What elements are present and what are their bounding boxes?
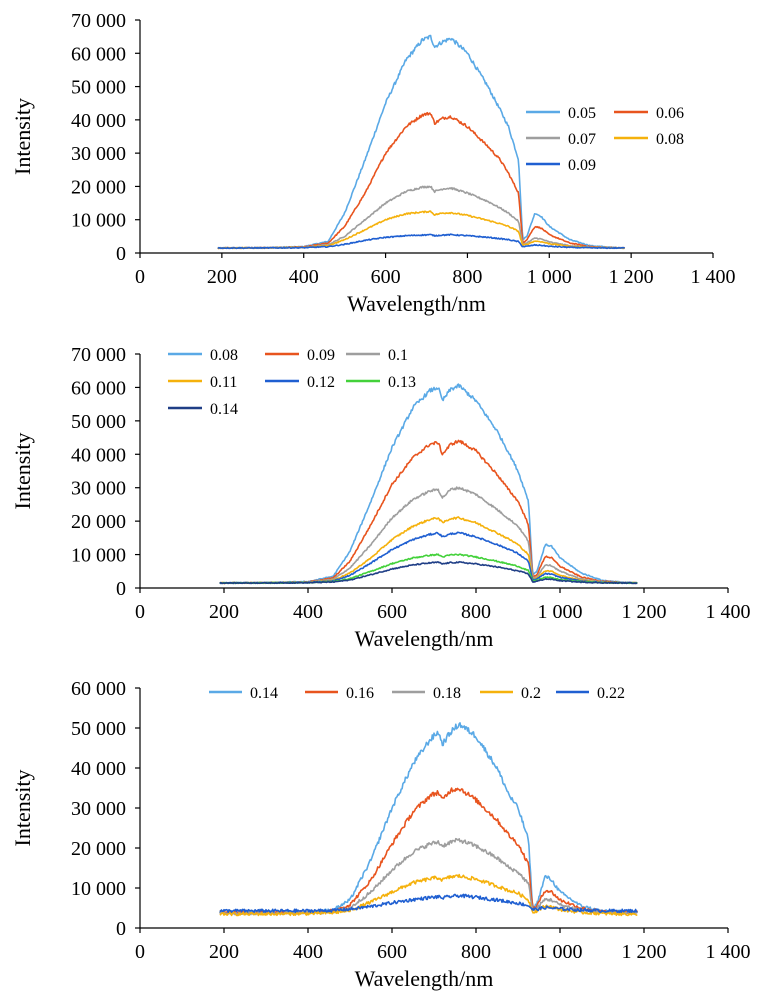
x-tick-label: 1 400 xyxy=(706,941,751,963)
y-tick-label: 10 000 xyxy=(71,878,126,900)
x-tick-label: 200 xyxy=(209,601,239,623)
x-tick-label: 0 xyxy=(135,601,145,623)
legend-label-0.1: 0.1 xyxy=(388,347,408,364)
y-axis-label: Intensity xyxy=(10,770,35,847)
series-line-0.06 xyxy=(217,111,626,250)
legend: 0.14 0.16 0.18 0.2 0.22 xyxy=(209,685,625,702)
y-tick-label: 70 000 xyxy=(71,344,126,366)
x-tick-label: 1 000 xyxy=(538,601,583,623)
y-tick-label: 0 xyxy=(116,918,126,940)
y-tick-label: 40 000 xyxy=(71,758,126,780)
y-axis-label: Intensity xyxy=(10,98,35,175)
x-tick-label: 1 000 xyxy=(538,941,583,963)
y-axis-label: Intensity xyxy=(10,433,35,510)
series-line-0.08 xyxy=(217,210,626,250)
chart-panel-1: 0 200 400 600 800 1 000 1 200 1 400 0 10 000 20 00… xyxy=(10,10,736,316)
x-tick-label: 1 400 xyxy=(706,601,751,623)
legend-label-0.13: 0.13 xyxy=(388,374,416,391)
y-tick-label: 50 000 xyxy=(71,411,126,433)
legend-label-0.11: 0.11 xyxy=(210,374,237,391)
x-tick-label: 800 xyxy=(461,941,491,963)
y-tick-label: 0 xyxy=(116,578,126,600)
x-tick-label: 200 xyxy=(209,941,239,963)
legend-label-0.06: 0.06 xyxy=(656,105,684,122)
y-tick-label: 60 000 xyxy=(71,43,126,65)
y-tick-label: 40 000 xyxy=(71,444,126,466)
legend-label-0.05: 0.05 xyxy=(568,105,596,122)
legend-label-0.12: 0.12 xyxy=(307,374,335,391)
series-line-0.14 xyxy=(219,560,638,585)
legend-label-0.09: 0.09 xyxy=(568,157,596,174)
x-tick-label: 1 400 xyxy=(691,266,736,288)
x-tick-label: 1 200 xyxy=(622,941,667,963)
x-tick-label: 400 xyxy=(293,941,323,963)
x-tick-label: 600 xyxy=(377,601,407,623)
series-line-0.2 xyxy=(219,873,638,917)
x-axis-label: Wavelength/nm xyxy=(355,966,494,991)
legend: 0.08 0.09 0.1 0.11 0.12 0.13 0.14 xyxy=(168,347,416,418)
series-line-0.08 xyxy=(219,383,638,585)
y-tick-label: 50 000 xyxy=(71,77,126,99)
legend-label-0.14: 0.14 xyxy=(210,401,238,418)
y-tick-label: 10 000 xyxy=(71,210,126,232)
y-tick-label: 70 000 xyxy=(71,10,126,32)
series-line-0.07 xyxy=(217,185,625,250)
series-line-0.16 xyxy=(219,787,639,915)
legend-label-0.2: 0.2 xyxy=(521,685,541,702)
series-line-0.09 xyxy=(217,233,626,250)
y-tick-label: 30 000 xyxy=(71,478,126,500)
y-tick-label: 60 000 xyxy=(71,678,126,700)
series-line-0.18 xyxy=(219,837,638,916)
x-axis-label: Wavelength/nm xyxy=(355,626,494,651)
x-tick-label: 800 xyxy=(452,266,482,288)
x-tick-label: 400 xyxy=(293,601,323,623)
legend-label-0.18: 0.18 xyxy=(433,685,461,702)
series-line-0.22 xyxy=(219,893,638,914)
series-line-0.05 xyxy=(217,34,626,250)
x-tick-label: 0 xyxy=(135,266,145,288)
legend-label-0.16: 0.16 xyxy=(346,685,374,702)
legend-label-0.08: 0.08 xyxy=(210,347,238,364)
y-tick-label: 10 000 xyxy=(71,545,126,567)
x-tick-label: 600 xyxy=(377,941,407,963)
legend-label-0.14: 0.14 xyxy=(250,685,278,702)
y-tick-label: 20 000 xyxy=(71,511,126,533)
y-tick-label: 40 000 xyxy=(71,110,126,132)
x-tick-label: 800 xyxy=(461,601,491,623)
y-tick-label: 60 000 xyxy=(71,377,126,399)
x-tick-label: 1 200 xyxy=(622,601,667,623)
series-line-0.14 xyxy=(219,722,639,915)
chart-panel-2: 0 200 400 600 800 1 000 1 200 1 400 0 10 000 20 00… xyxy=(10,344,751,651)
y-tick-label: 20 000 xyxy=(71,838,126,860)
chart-panel-3: 0 200 400 600 800 1 000 1 200 1 400 0 10 000 20 00… xyxy=(10,678,751,991)
x-tick-label: 200 xyxy=(207,266,237,288)
legend-label-0.09: 0.09 xyxy=(307,347,335,364)
x-tick-label: 0 xyxy=(135,941,145,963)
y-tick-label: 30 000 xyxy=(71,143,126,165)
legend-label-0.07: 0.07 xyxy=(568,131,596,148)
legend-label-0.22: 0.22 xyxy=(597,685,625,702)
x-tick-label: 400 xyxy=(289,266,319,288)
x-axis-label: Wavelength/nm xyxy=(347,291,486,316)
x-tick-label: 1 200 xyxy=(609,266,654,288)
y-tick-label: 50 000 xyxy=(71,718,126,740)
y-tick-label: 0 xyxy=(116,243,126,265)
legend: 0.05 0.06 0.07 0.08 0.09 xyxy=(526,105,684,174)
y-tick-label: 20 000 xyxy=(71,176,126,198)
legend-label-0.08: 0.08 xyxy=(656,131,684,148)
x-tick-label: 600 xyxy=(371,266,401,288)
y-tick-label: 30 000 xyxy=(71,798,126,820)
x-tick-label: 1 000 xyxy=(527,266,572,288)
